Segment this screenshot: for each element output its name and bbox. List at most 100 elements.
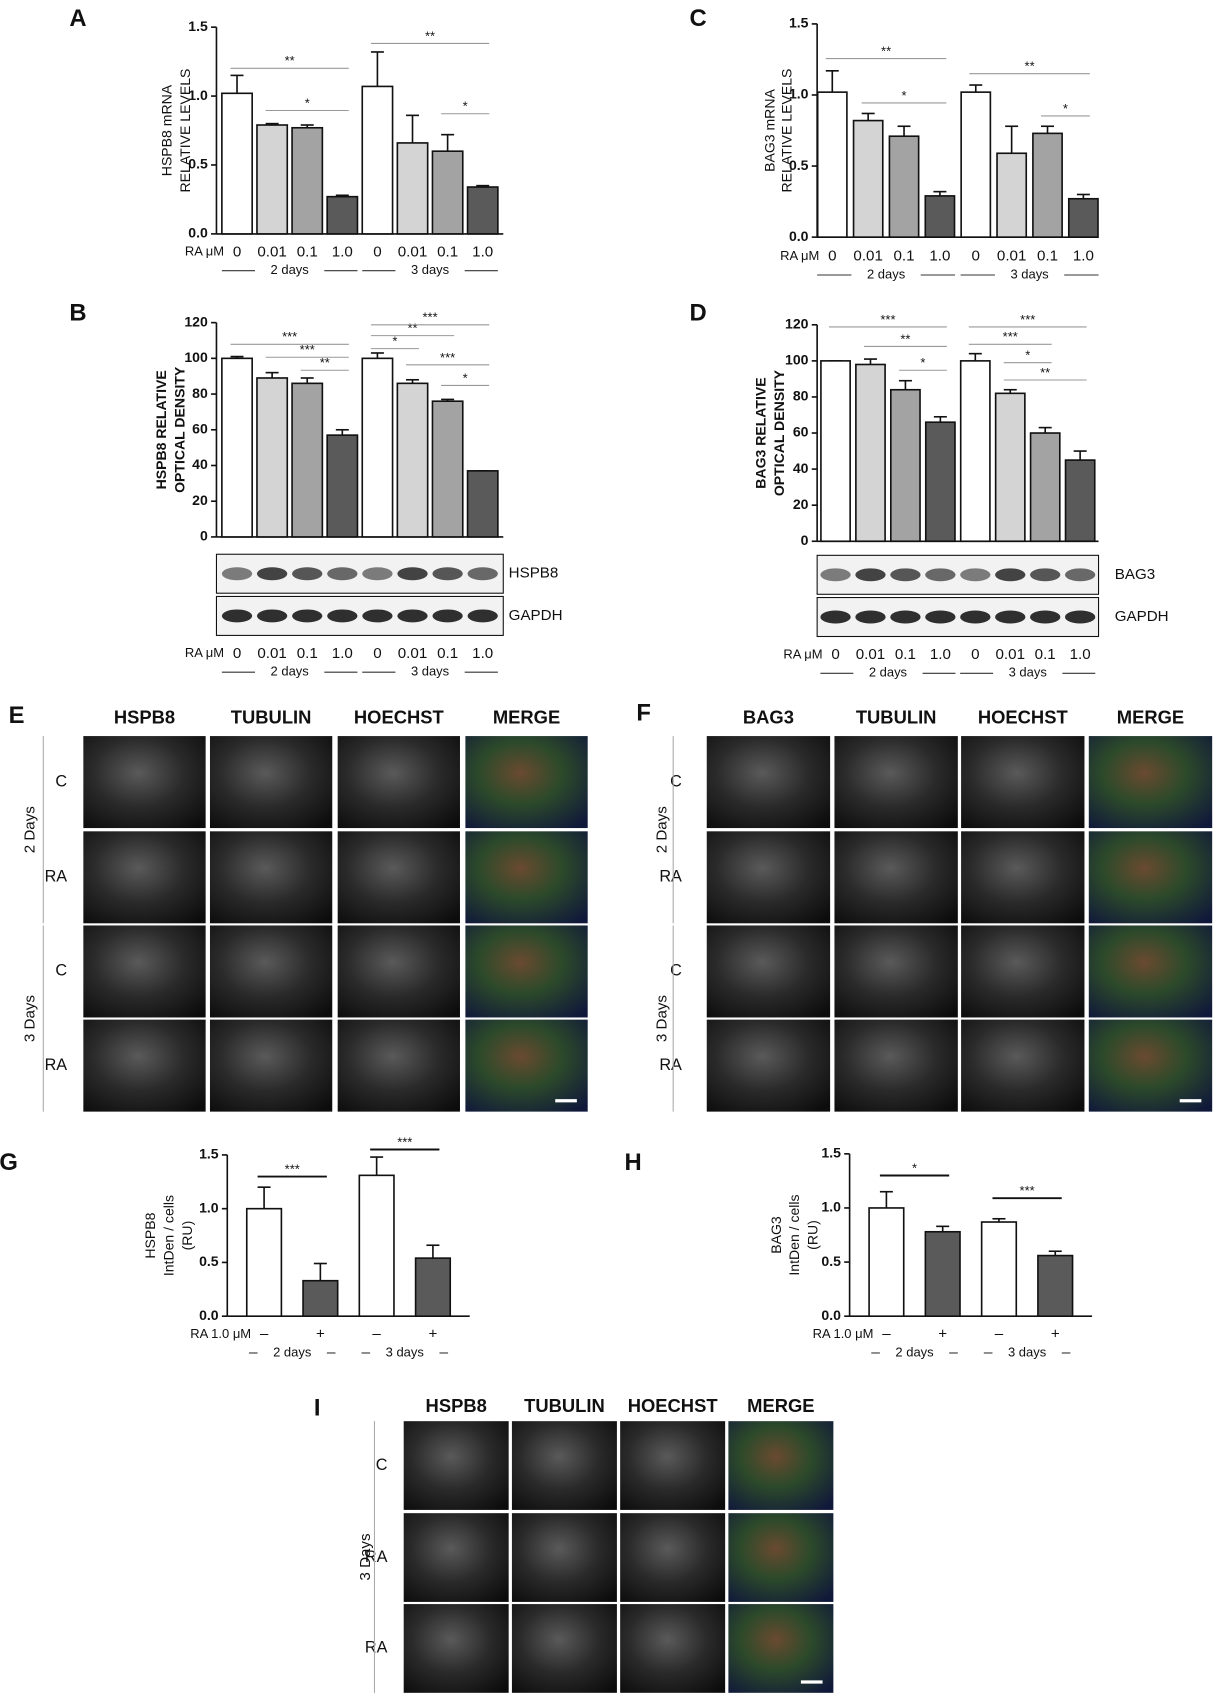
x-tick-label: 1.0	[472, 645, 493, 662]
significance-label: **	[900, 331, 910, 346]
y-tick-label: 0	[200, 528, 208, 544]
row-label: C	[55, 962, 67, 980]
y-tick-label: 100	[785, 352, 809, 368]
blot-band	[432, 567, 463, 581]
blot-band	[327, 609, 358, 623]
y-tick-label: 120	[785, 316, 809, 332]
channel-header: HSPB8	[426, 1395, 487, 1416]
panel-letter: I	[314, 1395, 321, 1422]
bar	[1032, 132, 1063, 238]
group-label: 2 days	[869, 665, 908, 680]
blot-band	[1064, 610, 1096, 624]
bar	[431, 150, 464, 235]
significance-label: ***	[300, 342, 315, 357]
y-tick-label: 0.0	[199, 1307, 219, 1323]
blot-band	[960, 568, 991, 582]
y-axis-label: IntDen / cells	[786, 1194, 802, 1275]
channel-header: TUBULIN	[856, 707, 937, 728]
significance-label: ***	[1020, 1183, 1035, 1198]
y-tick-label: 0.5	[821, 1253, 841, 1269]
y-tick-label: 60	[192, 420, 208, 436]
micrograph	[403, 1421, 509, 1510]
y-axis-label: HSPB8 mRNA	[158, 84, 174, 176]
micrograph	[403, 1604, 509, 1693]
x-tick-label: 0	[233, 645, 241, 662]
panel-letter: H	[625, 1149, 642, 1176]
bar	[996, 152, 1028, 238]
bar	[466, 470, 499, 538]
x-tick-label: 0	[373, 243, 381, 260]
x-tick-label: –	[260, 1326, 269, 1343]
micrograph	[337, 736, 460, 829]
bar	[1029, 432, 1061, 543]
x-tick-label: 0	[972, 248, 980, 265]
x-tick-label: +	[428, 1326, 437, 1343]
bar	[326, 195, 359, 235]
y-tick-label: 20	[793, 496, 809, 512]
x-tick-label: +	[1051, 1326, 1060, 1343]
blot-band	[327, 567, 358, 581]
micrograph	[511, 1421, 617, 1510]
blot-band	[256, 567, 288, 581]
bar	[959, 360, 991, 543]
x-tick-label: 0	[831, 646, 839, 663]
y-tick-label: 1.5	[199, 1146, 219, 1162]
channel-header: HOECHST	[628, 1395, 719, 1416]
y-tick-label: 0.5	[199, 1253, 219, 1269]
x-tick-label: 0.1	[437, 243, 458, 260]
significance-label: *	[463, 370, 468, 385]
micrograph	[834, 925, 958, 1018]
group-label: 2 days	[273, 1344, 312, 1359]
y-axis-label: OPTICAL DENSITY	[171, 366, 187, 493]
channel-header: MERGE	[493, 707, 560, 728]
group-label: 3 Days	[21, 995, 38, 1043]
significance-label: *	[901, 88, 906, 103]
bar	[855, 363, 886, 543]
bar	[1067, 197, 1099, 238]
row-label: RA	[45, 868, 68, 886]
significance-label: *	[305, 95, 310, 110]
x-axis-label: RA 1.0 μM	[190, 1326, 251, 1341]
x-tick-label: –	[882, 1326, 891, 1343]
row-label: C	[670, 772, 682, 790]
micrograph	[1088, 736, 1213, 829]
bar	[326, 434, 359, 538]
y-axis-label: BAG3 mRNA	[761, 89, 777, 172]
y-tick-label: 1.0	[789, 86, 809, 102]
blot-band	[995, 568, 1026, 582]
bar	[396, 142, 429, 235]
y-tick-label: 40	[192, 456, 208, 472]
micrograph	[209, 1019, 333, 1112]
group-label: 3 days	[1008, 1344, 1047, 1359]
micrograph	[83, 1019, 206, 1112]
blot-band	[362, 567, 393, 581]
y-tick-label: 0	[801, 532, 809, 548]
significance-label: *	[463, 99, 468, 114]
x-tick-label: 0.01	[257, 243, 286, 260]
panel-letter: C	[689, 5, 706, 32]
bar	[221, 92, 253, 235]
significance-label: **	[1025, 59, 1035, 74]
group-label: 3 days	[1009, 665, 1048, 680]
group-label: 3 days	[386, 1344, 425, 1359]
bar	[361, 357, 394, 538]
micrograph	[834, 1019, 958, 1112]
x-axis-label: RA μM	[780, 248, 819, 263]
y-axis-label: HSPB8	[142, 1212, 158, 1258]
x-tick-label: 1.0	[472, 243, 493, 260]
x-tick-label: +	[938, 1326, 947, 1343]
channel-header: TUBULIN	[524, 1395, 605, 1416]
bar	[414, 1257, 452, 1317]
y-tick-label: 120	[184, 313, 208, 329]
bar	[221, 357, 253, 538]
row-label: C	[376, 1456, 388, 1474]
x-tick-label: 1.0	[332, 243, 353, 260]
panel-letter: A	[69, 5, 86, 32]
significance-label: **	[285, 53, 295, 68]
micrograph	[83, 925, 206, 1018]
significance-label: *	[920, 355, 925, 370]
bar	[994, 392, 1026, 543]
blot-label: BAG3	[1115, 566, 1155, 583]
y-tick-label: 0.0	[821, 1307, 841, 1323]
